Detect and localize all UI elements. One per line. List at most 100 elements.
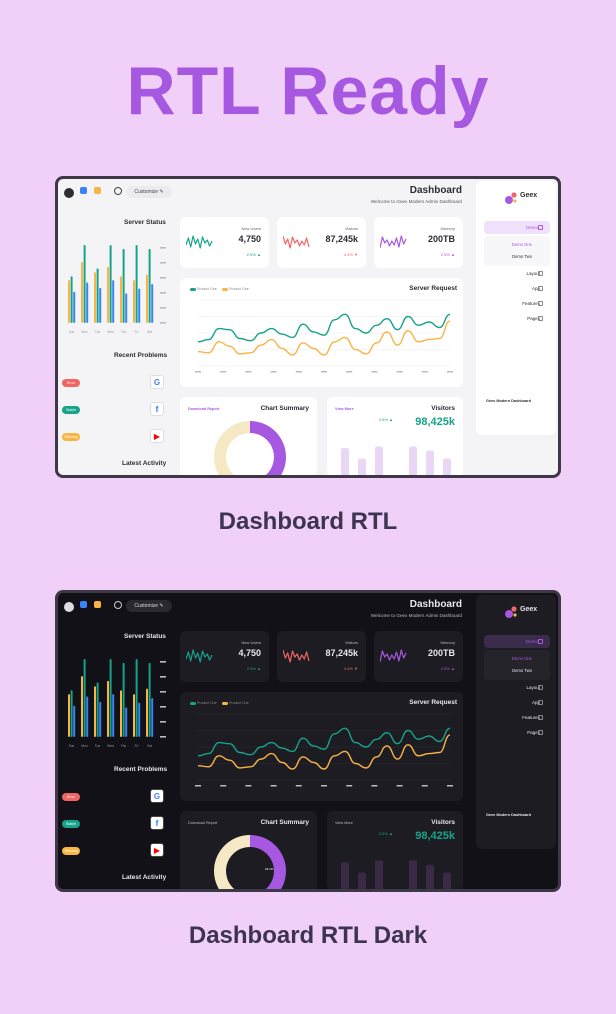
x-tick-placeholder xyxy=(295,371,302,373)
submenu-item-demo-one[interactable]: Demo One xyxy=(511,656,532,661)
sidebar-item-demo[interactable]: Demo xyxy=(484,635,550,648)
view-more-link[interactable]: View More xyxy=(335,821,353,825)
sidebar-item-features[interactable]: Features xyxy=(522,715,540,720)
bar xyxy=(68,280,70,323)
bar xyxy=(138,288,141,323)
bar xyxy=(146,274,148,323)
x-tick-placeholder xyxy=(371,785,378,787)
bar xyxy=(125,707,128,737)
y-tick-placeholder xyxy=(160,307,166,309)
message-icon[interactable] xyxy=(80,187,87,194)
message-icon[interactable] xyxy=(80,601,87,608)
stat-card-visitors: Visitors 87,245k 4.4% ▼ xyxy=(277,217,366,268)
bar xyxy=(151,698,154,737)
sparkline xyxy=(186,649,213,663)
y-tick-placeholder xyxy=(160,247,166,249)
bar xyxy=(138,702,141,737)
brand-name: Geex xyxy=(520,192,538,199)
dashboard: Customize ✎ Dashboard Welcome to Geex Mo… xyxy=(58,179,558,475)
page-icon xyxy=(538,730,543,735)
customize-button[interactable]: Customize ✎ xyxy=(126,600,172,612)
customize-button[interactable]: Customize ✎ xyxy=(126,186,172,198)
bar xyxy=(146,688,148,737)
y-tick-placeholder xyxy=(160,322,166,324)
sidebar-item-layout[interactable]: Layout xyxy=(526,271,540,276)
bar xyxy=(120,690,122,737)
avatar[interactable] xyxy=(64,602,74,612)
search-icon[interactable] xyxy=(114,601,122,609)
x-tick-label: Mon xyxy=(81,744,87,748)
x-tick-placeholder xyxy=(220,371,227,373)
sidebar-footer-title: Geex Modern Dashboard xyxy=(486,813,531,817)
status-badge: Stable xyxy=(62,820,80,828)
recent-problems-title: Recent Problems xyxy=(114,352,168,359)
x-tick-placeholder xyxy=(195,371,201,373)
notification-icon[interactable] xyxy=(94,601,101,608)
sidebar-item-features[interactable]: Features xyxy=(522,301,540,306)
download-report-link[interactable]: Download Report xyxy=(188,821,218,825)
x-tick-placeholder xyxy=(295,785,302,787)
donut-percent-label: 18.4% xyxy=(265,453,274,457)
x-tick-placeholder xyxy=(371,371,378,373)
visitors-card: Visitors View More 98,425k 3.5% ▲ xyxy=(327,811,463,889)
visitor-bar xyxy=(358,458,366,475)
hero-title: RTL Ready xyxy=(126,53,490,129)
grid-icon xyxy=(538,700,543,705)
sidebar-item-pages[interactable]: Pages xyxy=(527,316,540,321)
sidebar-item-demo[interactable]: Demo xyxy=(484,221,550,234)
search-icon[interactable] xyxy=(114,187,122,195)
view-more-link[interactable]: View More xyxy=(335,407,354,411)
status-badge: Stable xyxy=(62,406,80,414)
status-badge: Error xyxy=(62,793,80,801)
bar xyxy=(70,690,73,737)
x-tick-placeholder xyxy=(421,785,428,787)
legend-swatch-2 xyxy=(222,288,228,291)
stat-card-memory: Memory 200TB 2.5% ▲ xyxy=(374,217,463,268)
series-line xyxy=(197,320,451,356)
bar xyxy=(122,662,125,737)
server-status-title: Server Status xyxy=(124,219,166,226)
google-logo-icon: G xyxy=(150,375,164,389)
donut-slice xyxy=(214,835,250,889)
bar xyxy=(81,676,83,737)
download-report-link[interactable]: Download Report xyxy=(188,407,220,411)
bar xyxy=(73,705,76,737)
notification-icon[interactable] xyxy=(94,187,101,194)
sidebar: Geex Demo Demo One Demo Two Layout App F… xyxy=(476,181,556,435)
x-tick-label: Tue xyxy=(95,330,101,334)
status-badge: Warning xyxy=(62,847,80,855)
submenu-item-demo-one[interactable]: Demo One xyxy=(511,242,532,247)
donut-slice xyxy=(245,476,271,478)
bar xyxy=(120,276,122,323)
avatar[interactable] xyxy=(64,188,74,198)
visitors-title: Visitors xyxy=(431,819,455,826)
sparkline-chart xyxy=(186,235,213,249)
series-line xyxy=(197,734,451,770)
submenu-item-demo-two[interactable]: Demo Two xyxy=(512,254,532,259)
visitors-delta: 3.5% ▲ xyxy=(378,831,393,836)
youtube-logo-icon: ▶ xyxy=(150,843,164,857)
sidebar-item-app[interactable]: App xyxy=(531,700,540,705)
layers-icon xyxy=(538,715,543,720)
sidebar-item-layout[interactable]: Layout xyxy=(526,685,540,690)
y-tick-placeholder xyxy=(160,661,166,663)
visitors-card: Visitors View More 98,425k 3.5% ▲ xyxy=(327,397,463,475)
x-tick-placeholder xyxy=(220,785,227,787)
chart-summary-card: Chart Summary Download Report 18.4% xyxy=(180,811,317,889)
stat-card-new-users: New Users 4,750 2.5% ▲ xyxy=(180,217,269,268)
donut-slice xyxy=(214,421,250,475)
stat-delta: 2.5% ▲ xyxy=(246,252,261,257)
submenu-item-demo-two[interactable]: Demo Two xyxy=(512,668,532,673)
x-tick-placeholder xyxy=(195,785,201,787)
x-tick-placeholder xyxy=(447,785,453,787)
y-tick-placeholder xyxy=(160,691,166,693)
legend-label-2: Product One xyxy=(229,701,249,705)
donut-percent-label: 18.4% xyxy=(265,867,274,871)
x-tick-placeholder xyxy=(321,371,327,373)
sidebar-item-pages[interactable]: Pages xyxy=(527,730,540,735)
sidebar-item-app[interactable]: App xyxy=(531,286,540,291)
server-request-title: Server Request xyxy=(409,699,457,706)
visitors-value: 98,425k xyxy=(415,830,455,842)
bar xyxy=(70,276,73,323)
page-subtitle: Welcome to Geex Modern Admin Dashboard xyxy=(370,199,462,204)
